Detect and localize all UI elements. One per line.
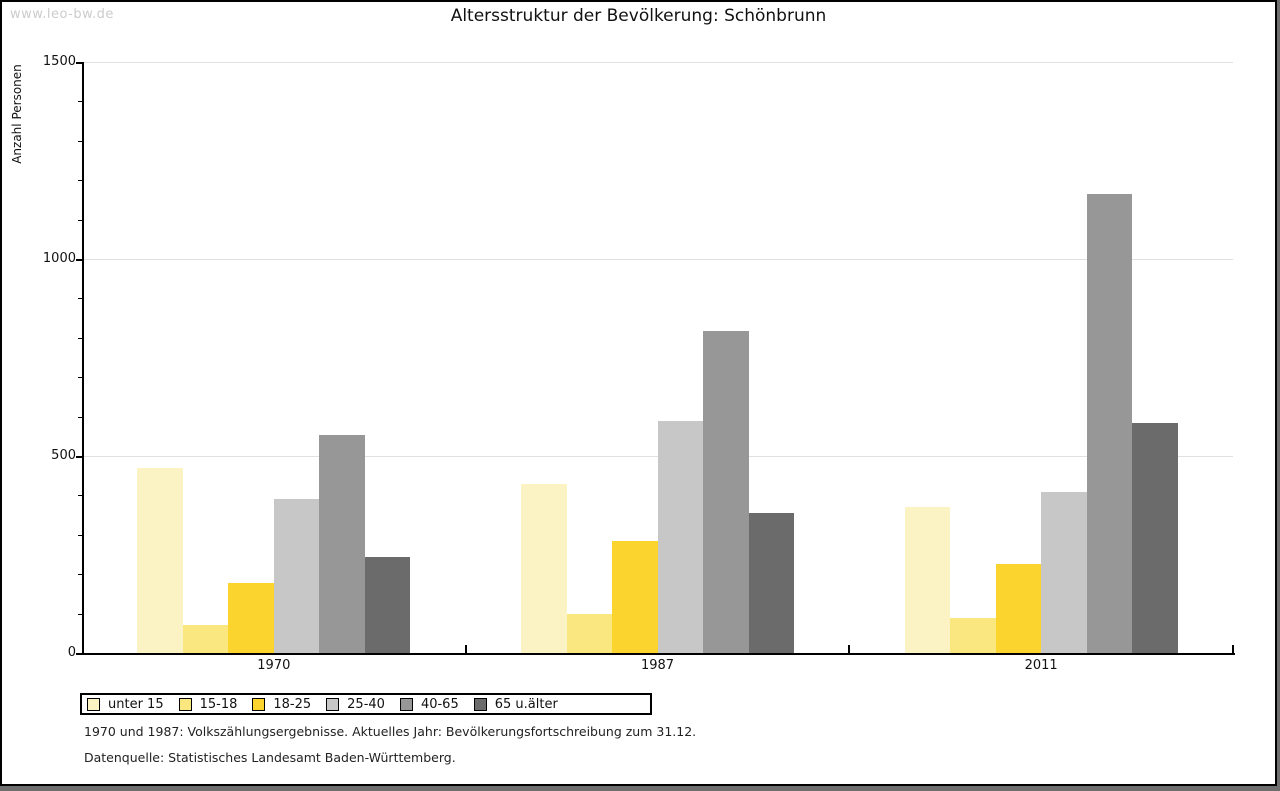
bar-2011-25-40 <box>1041 492 1087 653</box>
bar-2011-65-u.älter <box>1132 422 1178 653</box>
y-tick-label-0: 0 <box>67 645 76 660</box>
legend-label: 18-25 <box>273 696 312 712</box>
x-category-label-1970: 1970 <box>257 658 291 673</box>
y-minor-tick-200 <box>78 574 83 576</box>
y-tick-label-1500: 1500 <box>42 54 76 69</box>
footnote-source-note: 1970 und 1987: Volkszählungsergebnisse. … <box>84 724 697 739</box>
y-tick-label-500: 500 <box>51 448 76 463</box>
bar-1987-65-u.älter <box>748 513 794 653</box>
legend-label: 25-40 <box>347 696 385 712</box>
legend-label: unter 15 <box>108 696 164 712</box>
bar-1987-18-25 <box>612 540 658 653</box>
legend-item-15-18: 15-18 <box>178 696 238 712</box>
bar-1987-25-40 <box>657 420 703 653</box>
y-minor-tick-600 <box>78 416 83 418</box>
bar-1987-15-18 <box>566 613 612 653</box>
bar-1987-unter-15 <box>521 483 567 653</box>
legend-item-25-40: 25-40 <box>326 697 385 712</box>
bar-2011-18-25 <box>995 564 1042 653</box>
x-boundary-tick-0 <box>464 645 467 653</box>
legend-label: 15-18 <box>199 696 238 712</box>
legend: unter 15 15-18 18-25 25-40 40-65 65 u.älter <box>80 693 652 715</box>
bar-2011-unter-15 <box>904 507 951 653</box>
x-axis-line <box>82 653 1235 655</box>
y-axis-line <box>82 62 84 655</box>
y-minor-tick-300 <box>78 534 83 536</box>
x-end-tick <box>1232 645 1234 653</box>
bar-1970-25-40 <box>273 499 320 653</box>
legend-label: 65 u.älter <box>494 696 558 712</box>
legend-swatch <box>178 697 192 711</box>
legend-swatch <box>87 697 100 711</box>
gridline-1000 <box>82 259 1233 260</box>
y-axis-label: Anzahl Personen <box>10 64 24 164</box>
x-category-label-1987: 1987 <box>640 658 675 673</box>
x-boundary-tick-1 <box>848 645 851 653</box>
y-major-tick-1500 <box>76 61 83 64</box>
y-minor-tick-100 <box>78 613 83 615</box>
y-minor-tick-1400 <box>78 101 83 103</box>
x-category-label-2011: 2011 <box>1024 658 1058 673</box>
legend-item-65-u.älter: 65 u.älter <box>473 696 558 712</box>
legend-swatch <box>326 697 340 711</box>
legend-swatch <box>252 697 266 711</box>
bar-1987-40-65 <box>703 330 749 653</box>
gridline-1500 <box>82 62 1233 63</box>
legend-item-40-65: 40-65 <box>399 696 459 712</box>
bar-1970-65-u.älter <box>364 557 411 653</box>
y-minor-tick-1200 <box>78 180 83 182</box>
bar-1970-15-18 <box>182 625 229 653</box>
y-minor-tick-1300 <box>78 140 83 142</box>
y-minor-tick-1100 <box>78 219 83 221</box>
bar-2011-15-18 <box>950 617 996 653</box>
y-minor-tick-800 <box>78 337 83 339</box>
y-minor-tick-900 <box>78 298 83 300</box>
legend-swatch <box>399 697 413 711</box>
legend-item-unter-15: unter 15 <box>87 697 164 712</box>
bar-2011-40-65 <box>1086 193 1133 653</box>
legend-label: 40-65 <box>420 696 459 712</box>
y-major-tick-0 <box>76 652 83 655</box>
legend-swatch <box>473 697 487 711</box>
y-tick-label-1000: 1000 <box>42 251 76 266</box>
y-major-tick-1000 <box>76 258 83 261</box>
footnote-data-source: Datenquelle: Statistisches Landesamt Bad… <box>84 750 456 765</box>
bar-1970-40-65 <box>319 435 365 653</box>
y-minor-tick-700 <box>78 377 83 379</box>
y-minor-tick-400 <box>78 495 83 497</box>
y-major-tick-500 <box>76 455 83 458</box>
bar-1970-18-25 <box>228 582 274 653</box>
legend-item-18-25: 18-25 <box>252 697 311 712</box>
watermark: www.leo-bw.de <box>10 7 114 22</box>
bar-1970-unter-15 <box>137 467 183 653</box>
chart-title: Altersstruktur der Bevölkerung: Schönbru… <box>450 6 827 26</box>
